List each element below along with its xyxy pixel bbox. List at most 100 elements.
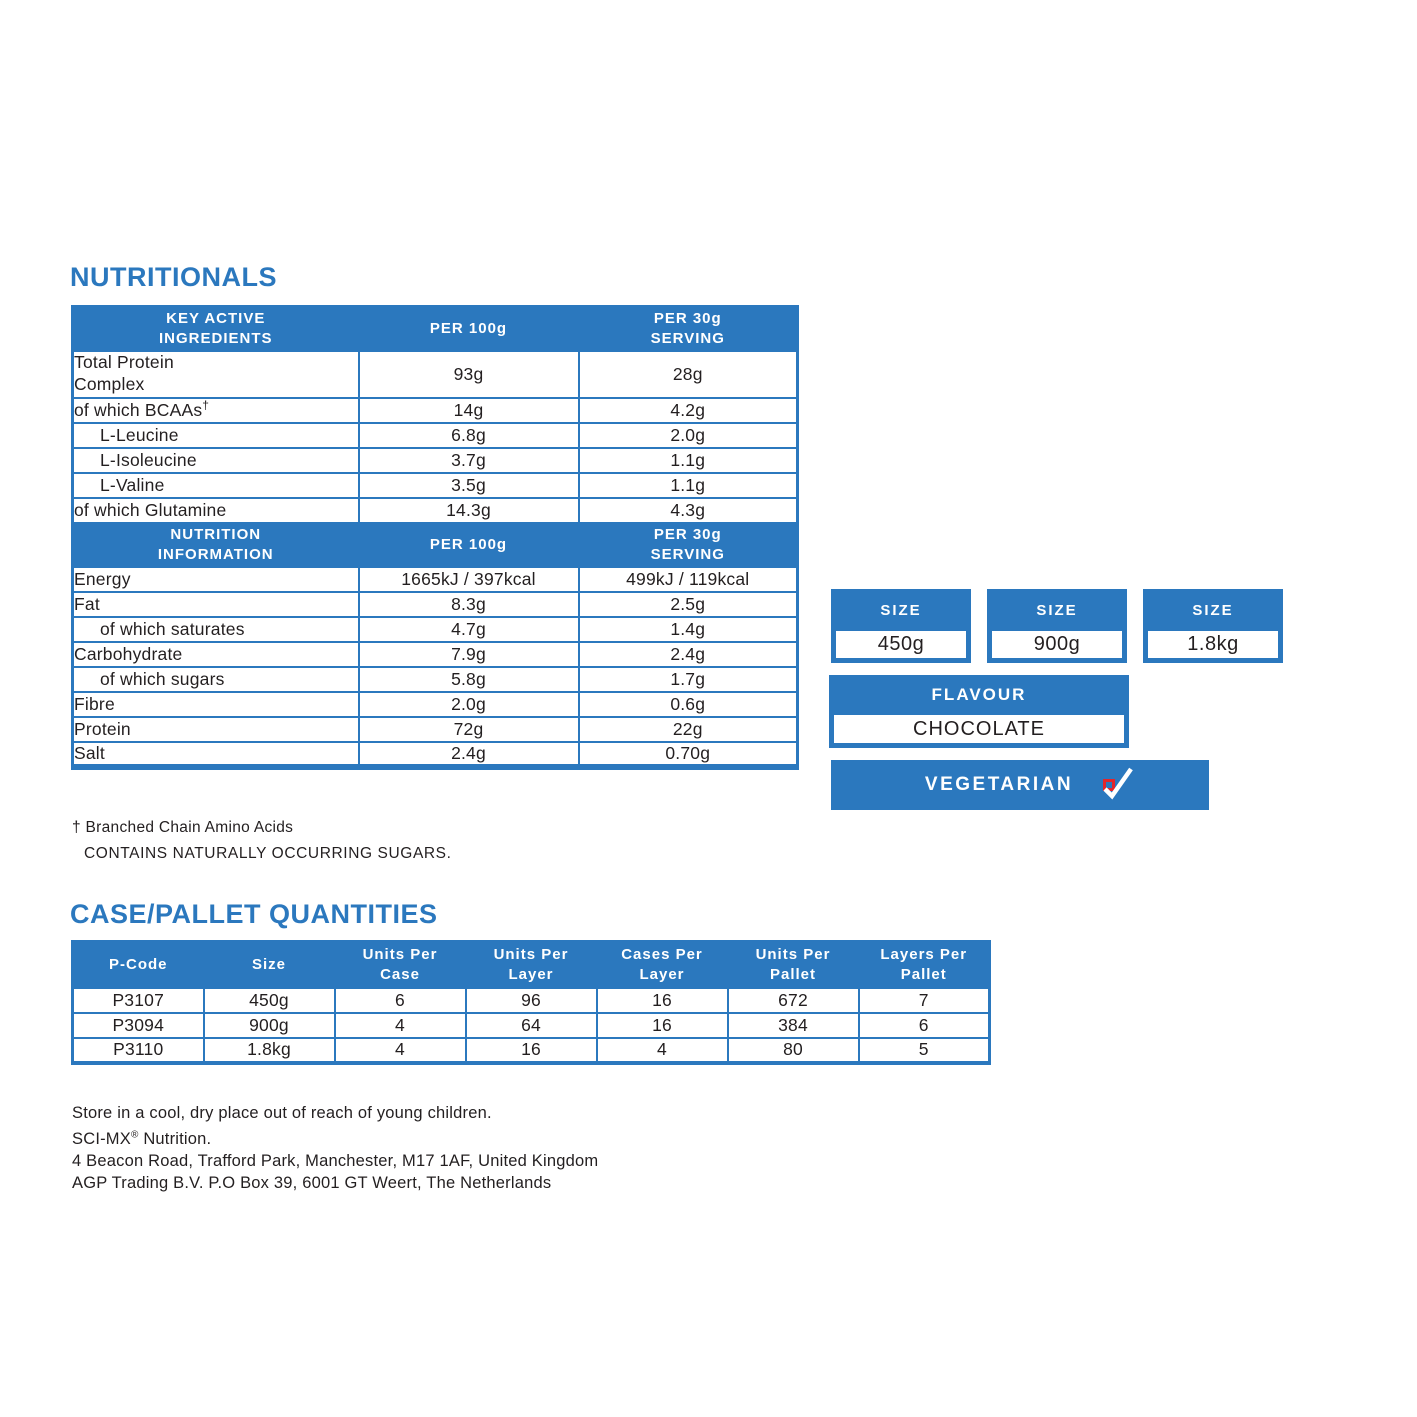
row-per30-value: 2.0g [577,421,799,449]
header-size: Size [202,940,336,989]
size-box-900g: SIZE 900g [987,589,1127,663]
size-box-header: SIZE [880,601,922,619]
header-per-30g: PER 30g SERVING [577,305,799,352]
row-label-text: of which BCAAs [74,399,203,420]
row-per30-value: 0.6g [577,690,799,718]
row-per100-value: 14g [357,396,580,424]
row-label-text: L-Valine [100,474,165,495]
vegetarian-banner: VEGETARIAN [831,760,1209,810]
size-box-450g: SIZE 450g [831,589,971,663]
table-row: Salt 2.4g 0.70g [71,740,799,768]
row-label: of which Glutamine [71,496,360,524]
row-per100-value: 3.7g [357,446,580,474]
row-label-text: Salt [74,742,105,763]
sugars-footnote: CONTAINS NATURALLY OCCURRING SUGARS. [84,845,452,862]
row-label-text: of which Glutamine [74,499,227,520]
address-nl: AGP Trading B.V. P.O Box 39, 6001 GT Wee… [72,1174,552,1192]
cell-size: 1.8kg [202,1036,336,1064]
cell-units-per-layer: 16 [464,1036,598,1064]
cell-layers-per-pallet: 7 [857,986,991,1014]
size-box-value: 1.8kg [1148,631,1278,658]
cell-size: 900g [202,1011,336,1039]
row-label: Protein [71,715,360,743]
row-per30-value: 4.2g [577,396,799,424]
header-per-30g-label: PER 30g SERVING [650,310,725,347]
row-label-text: L-Leucine [100,424,179,445]
row-per100-value: 93g [357,349,580,399]
header-p-code: P-Code [71,940,205,989]
table-row: P3110 1.8kg 4 16 4 80 5 [71,1036,991,1064]
cell-units-per-pallet: 384 [726,1011,860,1039]
row-label: L-Isoleucine [71,446,360,474]
row-label: L-Valine [71,471,360,499]
table-row: P3094 900g 4 64 16 384 6 [71,1011,991,1039]
row-per30-value: 0.70g [577,740,799,768]
cell-p-code: P3107 [71,986,205,1014]
table-row: Carbohydrate 7.9g 2.4g [71,640,799,668]
brand-line: SCI-MX® Nutrition. [72,1130,211,1149]
header-layers-per-pallet-label: Layers Per Pallet [880,946,968,983]
table-row: of which sugars 5.8g 1.7g [71,665,799,693]
header-layers-per-pallet: Layers Per Pallet [857,940,991,989]
cell-layers-per-pallet: 5 [857,1036,991,1064]
row-per100-value: 3.5g [357,471,580,499]
table-row: P3107 450g 6 96 16 672 7 [71,986,991,1014]
cell-units-per-layer: 96 [464,986,598,1014]
row-label-text: Protein [74,718,131,739]
row-per100-value: 8.3g [357,590,580,618]
header-nutrition-information-label: NUTRITION INFORMATION [157,526,274,563]
row-per30-value: 2.5g [577,590,799,618]
header-per-100g-label: PER 100g [429,535,508,553]
cell-units-per-pallet: 80 [726,1036,860,1064]
table-row: L-Valine 3.5g 1.1g [71,471,799,499]
row-per30-value: 1.7g [577,665,799,693]
cell-cases-per-layer: 16 [595,986,729,1014]
row-per100-value: 1665kJ / 397kcal [357,565,580,593]
row-per30-value: 28g [577,349,799,399]
row-label-text: Fat [74,593,100,614]
header-per-100g: PER 100g [357,305,580,352]
header-units-per-pallet: Units Per Pallet [726,940,860,989]
row-label: Fibre [71,690,360,718]
header-per-30g: PER 30g SERVING [577,521,799,568]
table-row: of which Glutamine 14.3g 4.3g [71,496,799,524]
row-per100-value: 2.4g [357,740,580,768]
header-per-100g: PER 100g [357,521,580,568]
nutritionals-table: KEY ACTIVE INGREDIENTS PER 100g PER 30g … [71,305,799,770]
row-label-text: Fibre [74,693,115,714]
nutrition-info-header-row: NUTRITION INFORMATION PER 100g PER 30g S… [71,521,799,568]
table-row: L-Isoleucine 3.7g 1.1g [71,446,799,474]
row-per30-value: 1.4g [577,615,799,643]
row-per30-value: 1.1g [577,446,799,474]
header-units-per-case-label: Units Per Case [362,946,438,983]
row-label-text: of which sugars [100,668,225,689]
brand-suffix: Nutrition. [138,1130,212,1148]
cell-units-per-case: 4 [333,1036,467,1064]
size-box-header: SIZE [1036,601,1078,619]
row-per100-value: 5.8g [357,665,580,693]
address-uk: 4 Beacon Road, Trafford Park, Manchester… [72,1152,599,1170]
header-cases-per-layer-label: Cases Per Layer [621,946,703,983]
cell-p-code: P3110 [71,1036,205,1064]
cell-cases-per-layer: 16 [595,1011,729,1039]
cell-units-per-case: 6 [333,986,467,1014]
row-label: Carbohydrate [71,640,360,668]
cell-units-per-layer: 64 [464,1011,598,1039]
row-per100-value: 6.8g [357,421,580,449]
size-box-header: SIZE [1192,601,1234,619]
bcaa-footnote: † Branched Chain Amino Acids [72,819,294,836]
header-units-per-layer-label: Units Per Layer [493,946,569,983]
cell-layers-per-pallet: 6 [857,1011,991,1039]
row-label-text: Carbohydrate [74,643,183,664]
row-per30-value: 22g [577,715,799,743]
header-units-per-pallet-label: Units Per Pallet [755,946,831,983]
brand-name: SCI-MX [72,1130,131,1148]
size-box-1-8kg: SIZE 1.8kg [1143,589,1283,663]
header-units-per-layer: Units Per Layer [464,940,598,989]
row-per100-value: 14.3g [357,496,580,524]
flavour-box-header: FLAVOUR [931,685,1027,704]
header-size-label: Size [251,956,286,973]
row-label: Fat [71,590,360,618]
table-row: Protein 72g 22g [71,715,799,743]
row-per100-value: 72g [357,715,580,743]
